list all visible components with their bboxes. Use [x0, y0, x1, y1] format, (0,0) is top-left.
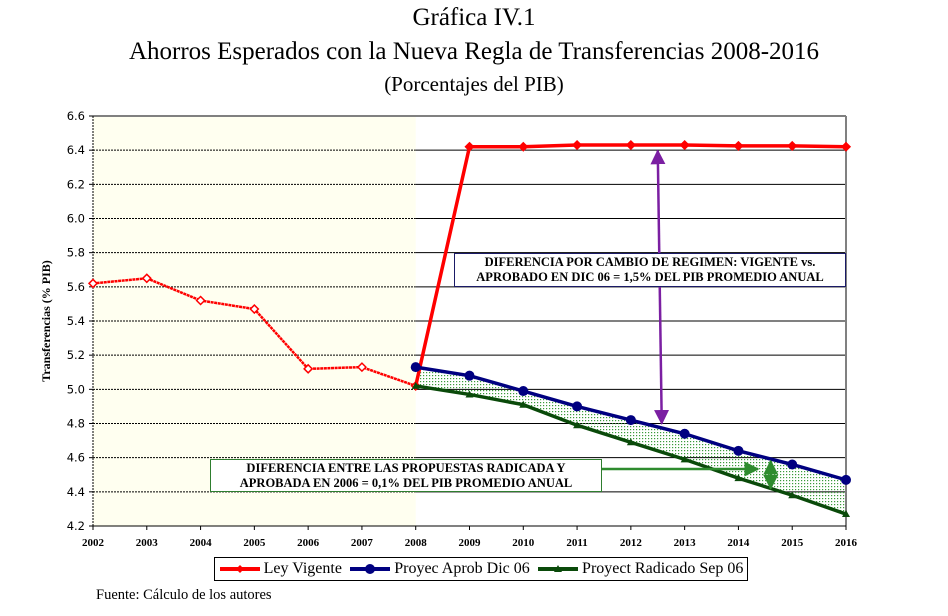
data-point-diamond — [356, 362, 367, 373]
y-tick-label: 4.4 — [67, 485, 85, 499]
data-point-diamond — [625, 139, 636, 151]
data-point-circle — [572, 401, 583, 412]
y-tick-label: 5.2 — [67, 348, 85, 362]
x-tick-label: 2013 — [674, 537, 697, 549]
x-tick-label: 2003 — [136, 537, 159, 549]
legend-item-proyec-aprob[interactable]: Proyec Aprob Dic 06 — [349, 560, 530, 578]
legend-item-proyect-radicado[interactable]: Proyect Radicado Sep 06 — [537, 560, 743, 578]
data-point-circle — [679, 428, 690, 439]
x-tick-label: 2016 — [835, 537, 858, 549]
data-point-diamond — [787, 140, 798, 151]
data-point-triangle — [519, 400, 528, 408]
data-point-diamond — [572, 139, 583, 151]
y-tick-label: 5.8 — [67, 246, 85, 260]
source-footnote: Fuente: Cálculo de los autores — [96, 587, 272, 603]
x-tick-label: 2004 — [190, 537, 213, 549]
data-point-diamond — [141, 273, 152, 284]
data-point-diamond — [303, 363, 314, 374]
chart-subtitle: Ahorros Esperados con la Nueva Regla de … — [128, 38, 820, 65]
y-tick-label: 6.4 — [67, 143, 85, 157]
data-point-triangle — [788, 491, 797, 499]
legend-label: Proyec Aprob Dic 06 — [394, 560, 530, 577]
x-tick-label: 2009 — [459, 537, 482, 549]
y-tick-label: 6.0 — [67, 212, 85, 226]
data-point-circle — [841, 474, 851, 485]
x-tick-label: 2008 — [405, 537, 428, 549]
x-tick-label: 2007 — [351, 537, 374, 549]
data-point-diamond — [733, 140, 744, 151]
x-tick-label: 2005 — [243, 537, 266, 549]
x-tick-label: 2014 — [727, 537, 750, 549]
data-point-triangle — [465, 390, 474, 398]
regime-difference-arrow — [650, 149, 670, 425]
annotation-regime-difference: DIFERENCIA POR CAMBIO DE REGIMEN: VIGENT… — [454, 253, 846, 287]
data-point-diamond — [249, 303, 260, 315]
data-point-diamond — [840, 141, 852, 152]
x-tick-label: 2012 — [620, 537, 643, 549]
data-point-triangle — [734, 474, 743, 482]
annotation-line: APROBADA EN 2006 = 0,1% DEL PIB PROMEDIO… — [239, 476, 573, 490]
chart-title: Gráfica IV.1 — [412, 4, 536, 31]
chart-legend: Ley Vigente Proyec Aprob Dic 06 Proyect … — [214, 557, 748, 581]
data-point-diamond — [195, 295, 206, 306]
data-point-circle — [733, 445, 744, 456]
y-tick-label: 5.4 — [67, 314, 85, 328]
data-point-circle — [464, 370, 475, 381]
y-tick-label: 6.6 — [67, 109, 85, 123]
x-tick-label: 2010 — [512, 537, 535, 549]
data-point-diamond — [464, 141, 475, 152]
data-point-triangle — [411, 381, 420, 389]
legend-swatch-red-diamond-icon — [219, 565, 260, 573]
y-tick-label: 4.2 — [67, 519, 85, 533]
data-point-diamond — [679, 139, 690, 151]
data-point-triangle — [573, 421, 582, 429]
y-tick-label: 6.2 — [67, 177, 85, 191]
y-tick-label: 4.6 — [67, 451, 85, 465]
annotation-line: DIFERENCIA POR CAMBIO DE REGIMEN: VIGENT… — [484, 255, 816, 269]
data-point-circle — [518, 386, 529, 397]
y-tick-label: 5.0 — [67, 382, 85, 396]
x-tick-label: 2006 — [297, 537, 320, 549]
y-axis-label: Transferencias (% PIB) — [39, 260, 53, 382]
data-point-diamond — [518, 141, 529, 152]
data-point-triangle — [680, 455, 689, 463]
legend-item-ley-vigente[interactable]: Ley Vigente — [219, 560, 342, 578]
x-tick-label: 2002 — [82, 537, 105, 549]
legend-swatch-green-triangle-icon — [538, 565, 579, 572]
data-point-diamond — [87, 278, 99, 289]
x-tick-label: 2015 — [781, 537, 804, 549]
x-tick-label: 2011 — [566, 537, 587, 549]
legend-label: Proyect Radicado Sep 06 — [582, 560, 744, 577]
data-point-circle — [787, 459, 798, 470]
annotation-line: APROBADO EN DIC 06 = 1,5% DEL PIB PROMED… — [476, 270, 824, 284]
legend-label: Ley Vigente — [263, 560, 342, 577]
data-point-circle — [625, 415, 636, 426]
chart-units: (Porcentajes del PIB) — [384, 72, 564, 96]
legend-swatch-blue-circle-icon — [350, 564, 391, 574]
annotation-proposal-difference: DIFERENCIA ENTRE LAS PROPUESTAS RADICADA… — [210, 459, 602, 492]
series-ley-vigente — [87, 139, 852, 391]
data-point-circle — [410, 362, 421, 373]
data-point-triangle — [626, 438, 635, 446]
y-tick-label: 5.6 — [67, 280, 85, 294]
y-tick-label: 4.8 — [67, 417, 85, 431]
annotation-line: DIFERENCIA ENTRE LAS PROPUESTAS RADICADA… — [246, 461, 566, 475]
data-point-triangle — [842, 510, 850, 518]
